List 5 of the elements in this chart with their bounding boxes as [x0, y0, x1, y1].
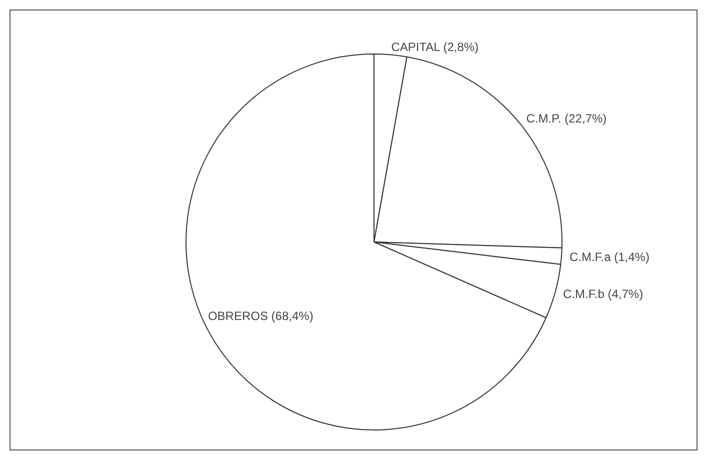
slice-label: C.M.F.b (4,7%): [563, 286, 644, 301]
slice-label: C.M.F.a (1,4%): [569, 250, 650, 264]
slice-label: CAPITAL (2,8%): [391, 40, 479, 54]
slice-label: C.M.P. (22,7%): [526, 112, 607, 126]
slice-label: OBREROS (68,4%): [208, 309, 314, 324]
